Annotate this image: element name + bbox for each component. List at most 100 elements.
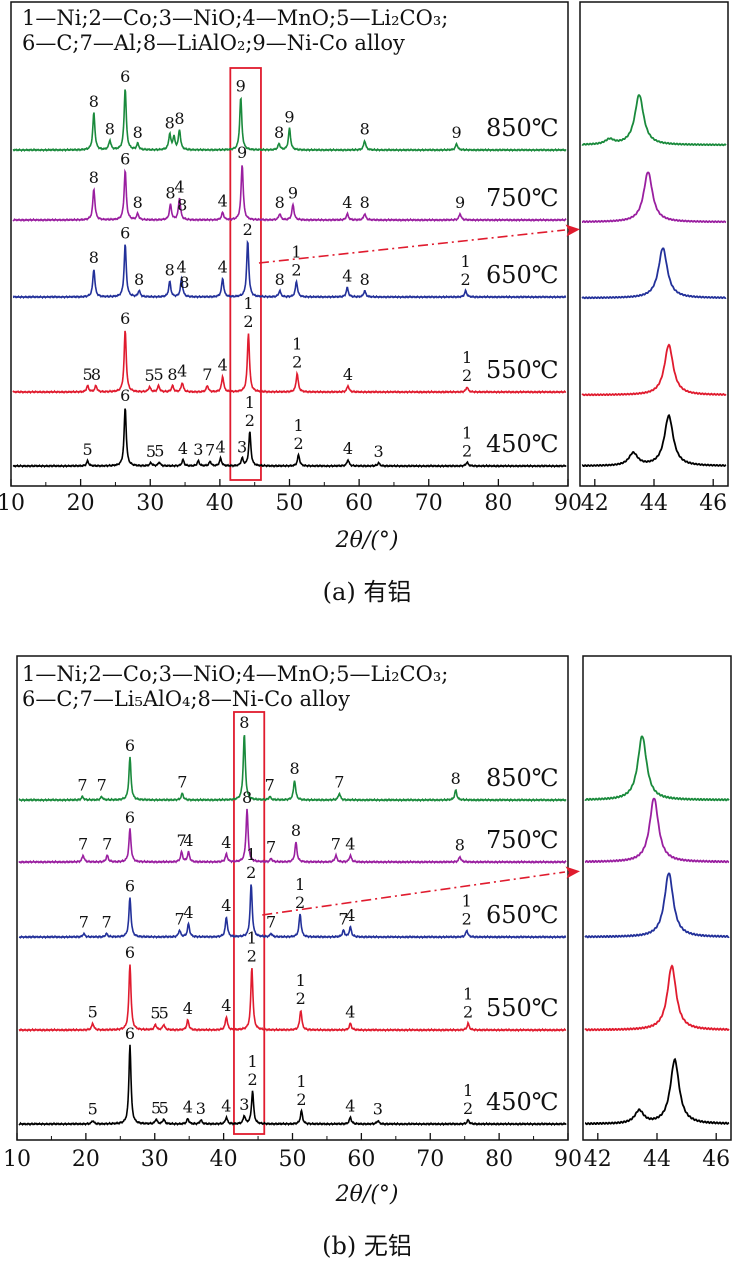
x-tick-label-b: 50 bbox=[279, 1147, 307, 1172]
peak-label-a: 1 bbox=[245, 393, 255, 412]
temperature-label-a: 650℃ bbox=[486, 261, 559, 289]
peak-label-b: 1 bbox=[247, 1052, 257, 1071]
peak-label-a: 7 bbox=[202, 365, 212, 384]
inset-line-a-550℃ bbox=[581, 343, 727, 397]
peak-label-a: 9 bbox=[455, 193, 465, 212]
x-tick-label-b: 10 bbox=[3, 1147, 31, 1172]
peak-label-b: 1 bbox=[463, 984, 473, 1003]
peak-label-b: 3 bbox=[196, 1099, 206, 1118]
x-tick-label-b: 30 bbox=[141, 1147, 169, 1172]
peak-label-b: 4 bbox=[221, 1096, 231, 1115]
peak-label-a: 2 bbox=[243, 220, 253, 239]
peak-label-b: 2 bbox=[463, 1099, 473, 1118]
peak-label-a: 9 bbox=[237, 143, 247, 162]
peak-label-a: 8 bbox=[165, 261, 175, 280]
xrd-line-a-550℃ bbox=[12, 330, 567, 395]
peak-label-a: 4 bbox=[343, 365, 353, 384]
peak-label-b: 5 bbox=[151, 1098, 161, 1117]
peak-label-a: 8 bbox=[360, 270, 370, 289]
x-tick-label-b: 60 bbox=[347, 1147, 375, 1172]
peak-label-a: 4 bbox=[215, 438, 225, 457]
x-tick-label-a: 40 bbox=[206, 491, 234, 516]
inset-tick-label-b: 44 bbox=[643, 1147, 671, 1172]
x-tick-label-b: 20 bbox=[72, 1147, 100, 1172]
zoom-arrow-a bbox=[258, 229, 566, 264]
peak-label-b: 7 bbox=[177, 772, 187, 791]
peak-label-b: 7 bbox=[338, 909, 348, 928]
main-frame-b bbox=[16, 655, 569, 1141]
peak-label-b: 8 bbox=[242, 788, 252, 807]
peak-label-a: 4 bbox=[343, 439, 353, 458]
peak-label-b: 8 bbox=[289, 759, 299, 778]
peak-label-a: 2 bbox=[462, 441, 472, 460]
peak-label-a: 8 bbox=[89, 168, 99, 187]
zoom-arrow-b bbox=[262, 871, 566, 916]
x-tick-label-a: 80 bbox=[484, 491, 512, 516]
xrd-line-b-650℃ bbox=[18, 884, 567, 940]
temperature-label-a: 750℃ bbox=[486, 184, 559, 212]
x-axis-title-a: 2θ/(°) bbox=[335, 528, 399, 553]
temperature-label-a: 550℃ bbox=[486, 356, 559, 384]
peak-label-a: 2 bbox=[461, 270, 471, 289]
peak-label-b: 1 bbox=[296, 971, 306, 990]
peak-label-a: 1 bbox=[462, 423, 472, 442]
peak-label-b: 2 bbox=[462, 909, 472, 928]
peak-label-a: 5 bbox=[82, 365, 92, 384]
peak-label-b: 1 bbox=[247, 928, 257, 947]
x-tick-label-b: 70 bbox=[416, 1147, 444, 1172]
peak-label-b: 7 bbox=[97, 776, 107, 795]
xrd-line-a-650℃ bbox=[12, 239, 567, 300]
peak-label-a: 4 bbox=[218, 257, 228, 276]
peak-label-b: 5 bbox=[159, 1004, 169, 1023]
peak-label-a: 8 bbox=[105, 120, 115, 139]
peak-label-b: 1 bbox=[295, 875, 305, 894]
peak-label-a: 8 bbox=[133, 123, 143, 142]
inset-tick-label-b: 42 bbox=[584, 1147, 612, 1172]
peak-label-a: 6 bbox=[120, 223, 130, 242]
legend-a-line1: 1—Ni;2—Co;3—NiO;4—MnO;5—Li₂CO₃; bbox=[22, 6, 449, 30]
peak-label-a: 9 bbox=[452, 123, 462, 142]
legend-a-line2: 6—C;7—Al;8—LiAlO₂;9—Ni-Co alloy bbox=[22, 31, 405, 55]
x-tick-label-b: 90 bbox=[554, 1147, 582, 1172]
xrd-line-b-750℃ bbox=[18, 808, 567, 865]
peak-label-a: 4 bbox=[176, 257, 186, 276]
peak-label-b: 1 bbox=[246, 845, 256, 864]
caption-panel-b: (b) 无铝 bbox=[322, 1232, 412, 1260]
peak-label-b: 7 bbox=[331, 834, 341, 853]
inset-line-b-850℃ bbox=[584, 735, 730, 802]
peak-label-b: 4 bbox=[183, 1098, 193, 1117]
peak-label-b: 7 bbox=[101, 913, 111, 932]
x-tick-label-a: 20 bbox=[67, 491, 95, 516]
peak-label-a: 8 bbox=[274, 123, 284, 142]
peak-label-a: 8 bbox=[179, 273, 189, 292]
highlight-box-a bbox=[229, 67, 262, 481]
x-tick-label-a: 70 bbox=[415, 491, 443, 516]
peak-label-a: 8 bbox=[360, 120, 370, 139]
peak-label-a: 5 bbox=[154, 365, 164, 384]
peak-label-a: 8 bbox=[177, 195, 187, 214]
peak-label-b: 5 bbox=[150, 1004, 160, 1023]
peak-label-b: 4 bbox=[221, 833, 231, 852]
x-axis-title-b: 2θ/(°) bbox=[335, 1182, 399, 1207]
peak-label-a: 2 bbox=[293, 434, 303, 453]
peak-label-b: 5 bbox=[88, 1002, 98, 1021]
peak-label-a: 4 bbox=[342, 193, 352, 212]
peak-label-b: 7 bbox=[77, 776, 87, 795]
peak-label-a: 3 bbox=[237, 438, 247, 457]
inset-tick-label-a: 42 bbox=[581, 491, 609, 516]
peak-label-b: 2 bbox=[246, 863, 256, 882]
xrd-line-a-450℃ bbox=[12, 408, 567, 469]
peak-label-a: 5 bbox=[154, 441, 164, 460]
temperature-label-b: 650℃ bbox=[486, 901, 559, 929]
peak-label-a: 4 bbox=[218, 192, 228, 211]
peak-label-b: 6 bbox=[125, 736, 135, 755]
peak-label-a: 4 bbox=[342, 267, 352, 286]
peak-label-a: 8 bbox=[89, 92, 99, 111]
peak-label-a: 2 bbox=[291, 261, 301, 280]
peak-label-b: 7 bbox=[334, 772, 344, 791]
temperature-label-b: 750℃ bbox=[486, 826, 559, 854]
peak-label-a: 9 bbox=[236, 76, 246, 95]
inset-frame-b bbox=[582, 655, 732, 1141]
